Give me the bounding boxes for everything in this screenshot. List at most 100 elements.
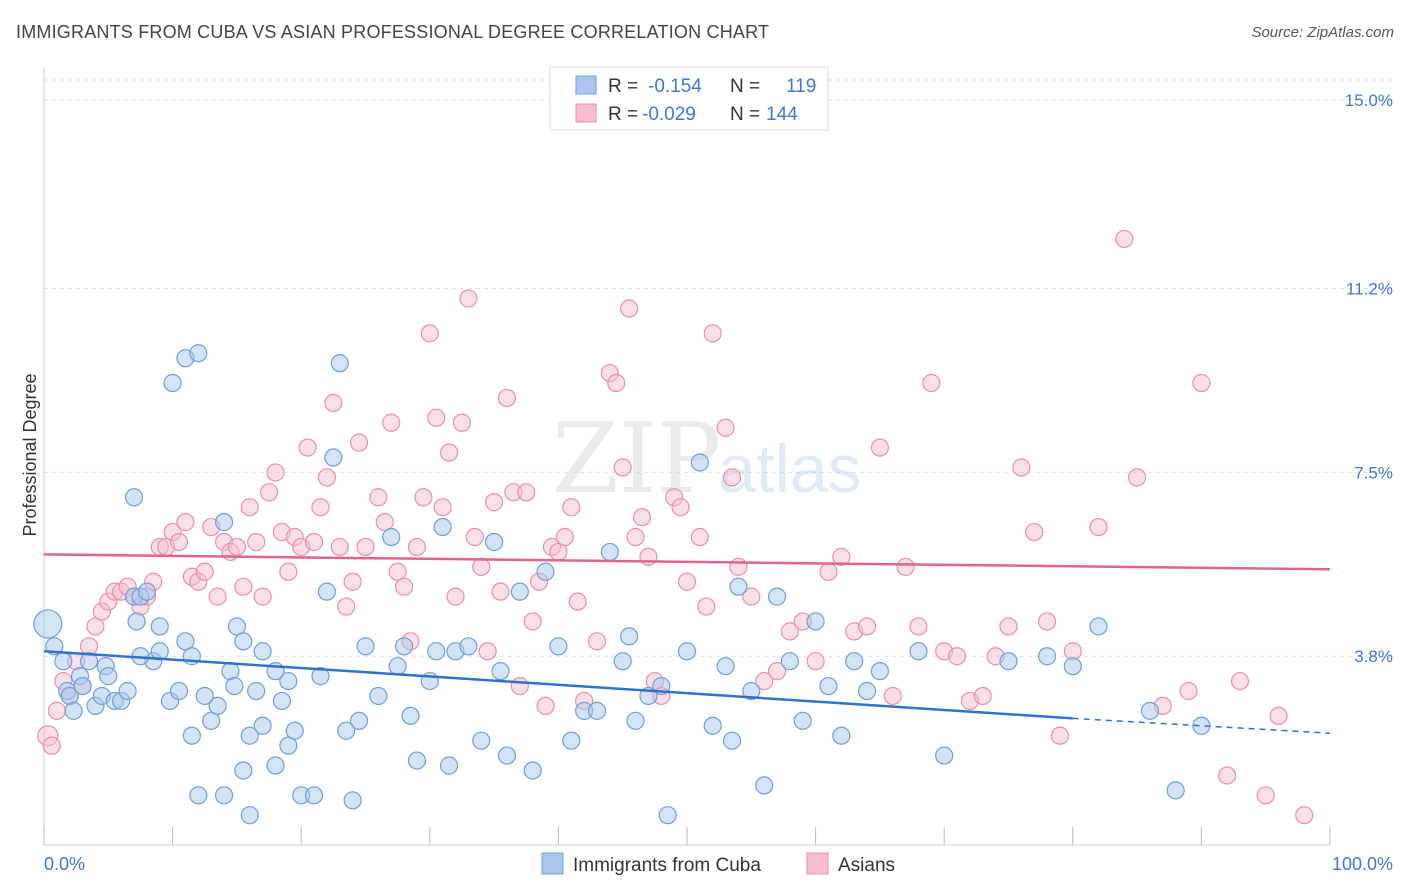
asians-point	[607, 373, 626, 393]
cuba-point	[722, 731, 742, 750]
cuba-point	[549, 637, 568, 656]
axes: 0.0% 100.0%	[43, 68, 1393, 874]
asians-point	[1089, 517, 1108, 537]
asians-point	[259, 483, 279, 502]
y-tick-label: 15.0%	[1345, 91, 1393, 110]
asians-point	[478, 642, 497, 661]
cuba-point	[729, 577, 748, 596]
cuba-point	[118, 681, 137, 701]
asians-point	[459, 289, 478, 308]
cuba-point	[182, 726, 201, 745]
asians-point	[780, 622, 799, 641]
asians-point	[465, 527, 484, 547]
cuba-point	[382, 527, 401, 547]
asians-point	[452, 413, 472, 432]
cuba-point	[716, 657, 735, 676]
asians-point	[587, 632, 607, 651]
cuba-point	[845, 652, 864, 671]
asians-point	[909, 617, 928, 636]
cuba-point	[935, 746, 954, 765]
asians-point	[999, 617, 1018, 636]
asians-point	[337, 597, 356, 616]
cuba-point	[690, 453, 709, 472]
asians-point	[240, 498, 259, 517]
cuba-point	[1063, 657, 1082, 676]
cuba-point	[304, 786, 324, 805]
asians-point	[729, 557, 748, 576]
asians-point	[767, 662, 787, 681]
trend-lines	[43, 553, 1331, 734]
cuba-point	[587, 701, 607, 720]
asians-point	[671, 498, 690, 517]
cuba-point	[472, 731, 491, 750]
asians-point	[491, 582, 510, 601]
x-tick-label: 0.0%	[44, 854, 85, 874]
cuba-point	[337, 721, 356, 740]
asians-point	[1127, 468, 1147, 487]
asians-point	[427, 408, 446, 427]
cuba-point	[240, 806, 259, 825]
cuba-point	[266, 756, 285, 775]
cuba-point	[356, 637, 375, 656]
y-tick-label: 3.8%	[1354, 647, 1393, 666]
cuba-point	[767, 587, 787, 606]
cuba-point	[857, 681, 877, 701]
legend-n-value: 144	[766, 104, 798, 125]
cuba-point	[909, 642, 928, 661]
cuba-point	[137, 582, 156, 601]
asians-point	[311, 498, 330, 517]
cuba-point	[806, 612, 825, 631]
asians-point	[555, 527, 574, 547]
cuba-point	[253, 716, 272, 735]
bottom-legend-label-cuba: Immigrants from Cuba	[573, 855, 761, 876]
cuba-point	[562, 731, 581, 750]
asians-point	[414, 488, 433, 507]
cuba-point	[407, 751, 427, 770]
watermark-atlas: atlas	[718, 431, 862, 507]
asians-point	[317, 468, 337, 487]
asians-point	[819, 562, 838, 581]
legend-r-label: R =	[608, 104, 638, 125]
asians-point	[497, 388, 517, 408]
asians-point	[234, 577, 253, 596]
cuba-point	[870, 662, 890, 681]
asians-points	[37, 229, 1314, 825]
y-axis-label: Professional Degree	[20, 373, 40, 536]
cuba-point	[324, 448, 343, 467]
cuba-point	[79, 652, 99, 671]
asians-point	[176, 513, 195, 532]
cuba-point	[240, 726, 259, 745]
asians-point	[1230, 671, 1250, 691]
asians-point	[947, 647, 967, 666]
bottom-legend: Immigrants from Cuba Asians	[541, 852, 895, 876]
asians-point	[279, 562, 298, 581]
cuba-point	[677, 642, 697, 661]
legend-n-value: 119	[786, 76, 816, 97]
cuba-point	[64, 701, 83, 720]
asians-point	[883, 686, 902, 706]
cuba-point	[626, 711, 645, 730]
cuba-point	[285, 721, 304, 740]
asians-point	[304, 532, 324, 552]
asians-point	[922, 373, 941, 393]
cuba-point	[99, 667, 118, 686]
legend-n-label: N =	[730, 76, 760, 97]
bottom-legend-swatch-asians	[806, 852, 829, 875]
cuba-trend-extension	[1072, 717, 1331, 734]
asians-point	[356, 537, 375, 557]
asians-point	[407, 537, 427, 557]
asians-point	[536, 696, 555, 716]
cuba-point	[253, 642, 272, 661]
asians-point	[42, 736, 61, 755]
cuba-point	[536, 562, 555, 581]
cuba-point	[459, 637, 478, 656]
asians-point	[382, 413, 401, 432]
source-credit: Source: ZipAtlas.com	[1251, 24, 1394, 41]
asians-point	[343, 572, 362, 591]
asians-point	[266, 463, 285, 482]
asians-point	[690, 527, 709, 547]
chart-title: IMMIGRANTS FROM CUBA VS ASIAN PROFESSION…	[16, 22, 770, 42]
asians-point	[562, 498, 581, 517]
cuba-point	[214, 513, 234, 532]
cuba-point	[819, 676, 838, 696]
